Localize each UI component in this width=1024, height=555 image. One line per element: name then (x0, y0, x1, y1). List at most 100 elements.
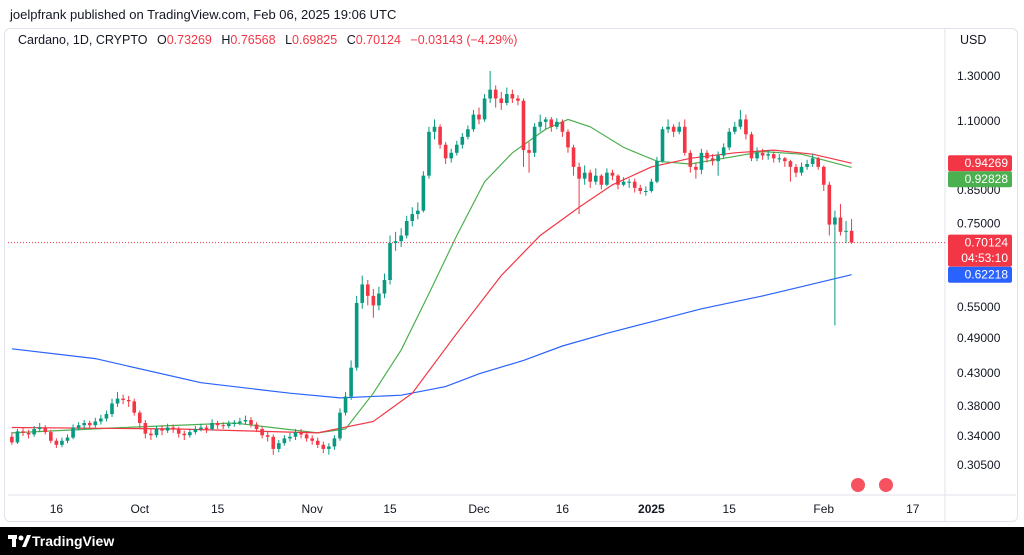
x-tick-label: Feb (813, 502, 834, 516)
candle-body (571, 147, 576, 167)
candle-body (182, 433, 187, 436)
candle-body (749, 134, 754, 159)
candle-body (382, 280, 387, 294)
candle-body (599, 175, 604, 185)
candle-body (677, 126, 681, 132)
candle-body (15, 431, 20, 443)
candle-body (332, 438, 337, 447)
candle-body (71, 427, 75, 438)
ohlc-letter: C (346, 33, 356, 47)
candle-body (605, 172, 609, 185)
candle-body (310, 438, 314, 441)
candle-body (794, 166, 798, 173)
candle-body (277, 443, 281, 449)
candle-body (638, 187, 643, 191)
candle-body (226, 423, 231, 426)
candle-body (555, 121, 559, 127)
candle-body (388, 243, 392, 281)
candle-body (43, 427, 48, 433)
candle-body (410, 214, 415, 222)
candle-body (671, 126, 676, 132)
candle-body (477, 114, 481, 120)
candle-body (760, 152, 765, 156)
candle-body (738, 119, 743, 127)
candle-body (371, 295, 376, 306)
candle-body (471, 114, 476, 130)
candle-body (682, 126, 687, 153)
y-tick-label: 0.43000 (957, 366, 1001, 380)
candle-body (655, 161, 659, 182)
candle-body (154, 429, 159, 436)
candle-body (282, 438, 287, 444)
candle-body (838, 217, 843, 232)
candle-body (566, 131, 570, 148)
candle-body (99, 418, 103, 422)
candle-body (193, 429, 198, 433)
price-label: 0.62218 (965, 267, 1009, 281)
y-tick-label: 0.30500 (957, 458, 1001, 472)
ohlc-value: 0.70124 (355, 33, 401, 47)
bar-countdown: 04:53:10 (961, 251, 1008, 265)
ohlc-value: 0.73269 (166, 33, 212, 47)
currency[interactable]: USD (960, 33, 987, 47)
candle-body (771, 154, 776, 159)
moving-average-line (11, 149, 852, 434)
change: −0.03143 (−4.29%) (410, 33, 518, 47)
event-icon[interactable] (849, 476, 867, 494)
ohlc-letter: H (221, 33, 231, 47)
candle-body (660, 129, 665, 162)
candle-body (449, 152, 454, 159)
event-icon[interactable] (877, 476, 895, 494)
x-tick-label: Dec (468, 502, 489, 516)
candle-body (694, 166, 698, 170)
candle-body (215, 422, 220, 426)
candle-body (65, 437, 70, 441)
candle-body (616, 175, 620, 185)
footer: TradingView (0, 527, 1024, 555)
candle-body (171, 427, 175, 430)
candle-body (121, 398, 125, 401)
y-tick-label: 0.49000 (957, 331, 1001, 345)
candle-body (516, 98, 520, 101)
x-tick-label: 17 (906, 502, 920, 516)
candle-body (732, 126, 737, 132)
price-label-box (948, 234, 1012, 267)
y-tick-label: 0.75000 (957, 217, 1001, 231)
candle-body (844, 230, 848, 232)
candle-body (365, 284, 370, 296)
candle-body (188, 432, 192, 436)
x-tick-label: 15 (383, 502, 397, 516)
candle-body (165, 427, 170, 431)
y-tick-label: 0.34000 (957, 429, 1001, 443)
candle-body (649, 181, 654, 191)
candle-body (721, 147, 726, 156)
candle-body (293, 432, 298, 437)
candle-body (777, 158, 782, 160)
chart-panel (4, 28, 1018, 522)
moving-average-line (11, 274, 852, 399)
candle-body (532, 126, 537, 153)
candle-body (438, 126, 442, 145)
candle-body (549, 119, 554, 127)
candle-body (432, 126, 437, 132)
candle-body (755, 152, 759, 159)
candle-body (238, 421, 242, 423)
candle-body (499, 98, 504, 103)
candle-body (110, 403, 114, 415)
candle-body (788, 161, 793, 167)
x-tick-label: 2025 (638, 502, 665, 516)
candle-body (488, 89, 492, 99)
candle-body (87, 422, 92, 426)
candle-body (427, 131, 431, 176)
candle-body (799, 166, 804, 173)
candle-body (849, 230, 854, 243)
candle-body (627, 181, 631, 183)
candle-body (288, 436, 292, 439)
candle-body (82, 422, 86, 426)
candle-body (404, 221, 409, 236)
candle-body (10, 436, 14, 443)
x-tick-label: 16 (50, 502, 64, 516)
candle-body (54, 440, 59, 445)
plot-area (8, 70, 945, 455)
chart: 1.300001.100000.850000.750000.550000.490… (8, 29, 1016, 521)
